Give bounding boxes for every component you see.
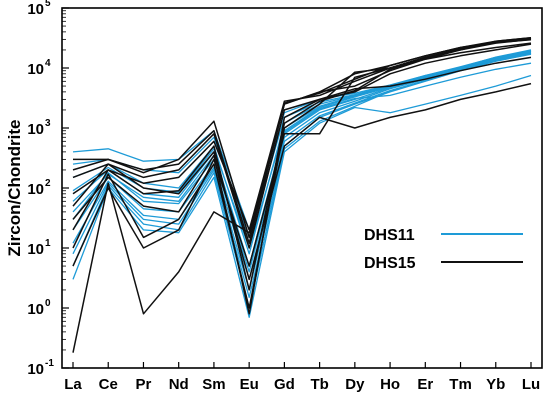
series-line — [72, 82, 532, 281]
y-tick-exponent: 3 — [45, 118, 51, 129]
series-DHS15 — [72, 36, 532, 353]
legend: DHS11 DHS15 — [364, 227, 523, 272]
x-tick-label: Nd — [169, 376, 189, 393]
series-line — [72, 53, 532, 309]
x-tick-label: Ce — [99, 376, 118, 393]
x-tick-label: Eu — [240, 376, 259, 393]
series-DHS11 — [72, 49, 532, 318]
y-tick-exponent: 2 — [45, 178, 51, 189]
x-tick-label: Tb — [310, 376, 328, 393]
y-tick-exponent: -1 — [45, 358, 54, 369]
legend-label: DHS11 — [364, 227, 415, 244]
series-line — [72, 51, 532, 273]
x-tick-label: Lu — [522, 376, 540, 393]
series-line — [72, 36, 532, 353]
series-line — [72, 39, 532, 291]
series-layer — [72, 36, 532, 353]
series-line — [72, 62, 532, 267]
y-tick-label: 10 — [27, 301, 44, 318]
series-line — [72, 50, 532, 255]
y-axis-label: Zircon/Chondrite — [5, 120, 24, 257]
y-tick-label: 10 — [27, 241, 44, 258]
y-tick-label: 10 — [27, 1, 44, 18]
legend-label: DHS15 — [364, 255, 416, 272]
y-tick-label: 10 — [27, 361, 44, 378]
x-tick-label: Ho — [380, 376, 400, 393]
y-tick-exponent: 4 — [45, 58, 51, 69]
y-tick-label: 10 — [27, 181, 44, 198]
series-line — [72, 42, 532, 309]
x-tick-label: La — [64, 376, 82, 393]
series-line — [72, 52, 532, 281]
y-tick-exponent: 1 — [45, 238, 51, 249]
x-tick-label: Tm — [449, 376, 472, 393]
x-tick-label: Pr — [136, 376, 152, 393]
series-line — [72, 53, 532, 299]
x-tick-label: Sm — [202, 376, 225, 393]
series-line — [72, 52, 532, 231]
series-line — [72, 74, 532, 318]
y-tick-label: 10 — [27, 61, 44, 78]
y-tick-label: 10 — [27, 121, 44, 138]
series-line — [72, 43, 532, 249]
y-tick-exponent: 5 — [45, 0, 51, 9]
series-line — [72, 56, 532, 315]
x-tick-label: Gd — [274, 376, 295, 393]
x-tick-label: Dy — [345, 376, 365, 393]
series-line — [72, 49, 532, 239]
series-line — [72, 38, 532, 267]
series-line — [72, 38, 532, 244]
x-tick-label: Er — [417, 376, 433, 393]
y-tick-exponent: 0 — [45, 298, 51, 309]
x-tick-label: Yb — [486, 376, 505, 393]
